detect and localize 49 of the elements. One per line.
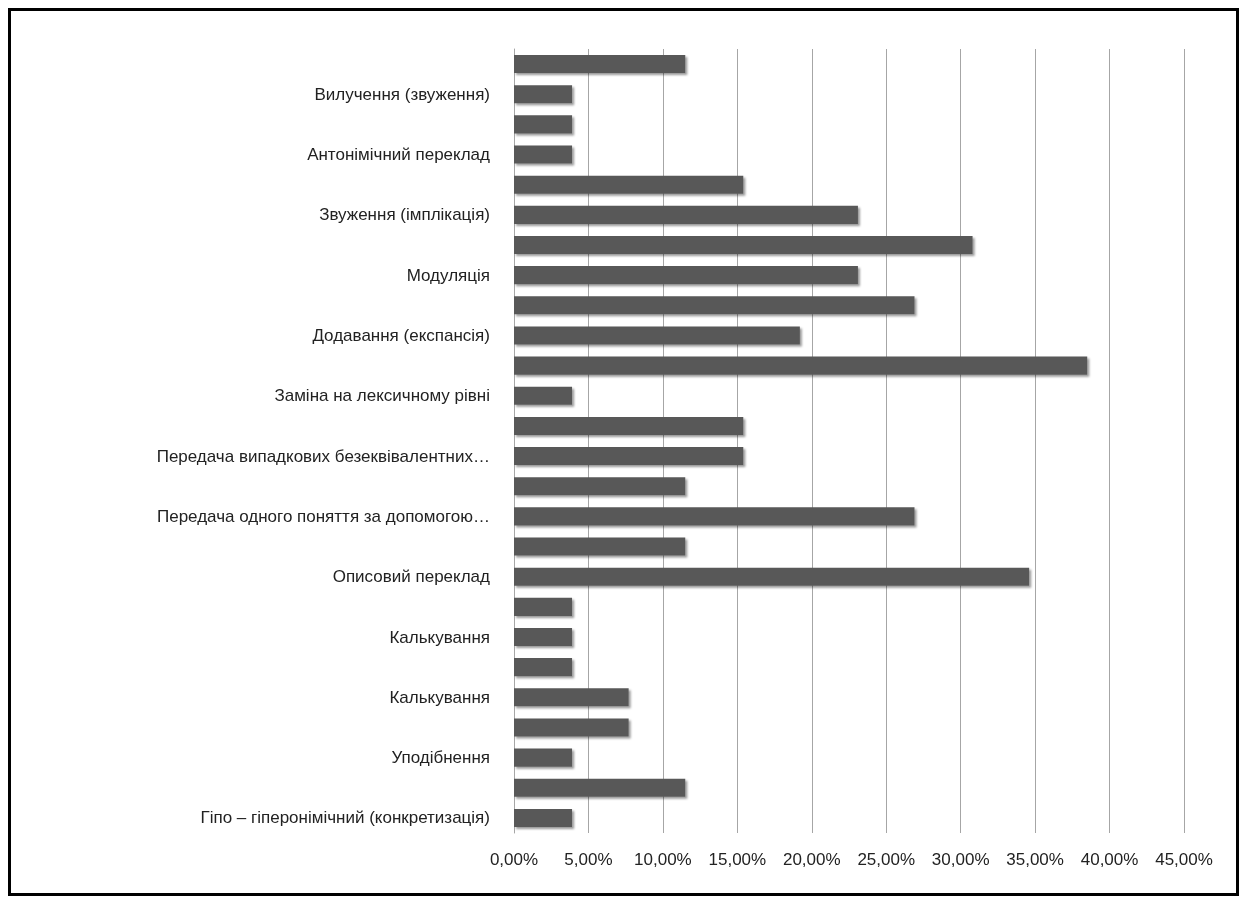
y-tick-label: Заміна на лексичному рівні	[274, 386, 490, 406]
bar	[514, 688, 629, 707]
bar	[514, 55, 686, 74]
x-tick-label: 5,00%	[564, 850, 613, 869]
y-tick-label: Описовий переклад	[332, 567, 491, 587]
y-tick-label: Передача одного поняття за допомогою…	[156, 506, 490, 526]
x-tick-label: 15,00%	[708, 850, 767, 869]
bar	[514, 85, 573, 104]
bar	[514, 145, 573, 164]
bar	[514, 266, 858, 285]
bar	[514, 356, 1088, 375]
bar	[514, 778, 686, 797]
y-tick-label: Звуження (імплікація)	[319, 205, 490, 225]
bar	[514, 748, 573, 767]
bar	[514, 718, 629, 737]
bar	[514, 235, 973, 255]
y-tick-label: Гіпо – гіперонімічний (конкретизація)	[200, 808, 490, 828]
x-tick-label: 40,00%	[1080, 850, 1139, 869]
bar	[514, 627, 573, 647]
y-tick-label: Уподібнення	[391, 748, 490, 768]
bar	[514, 658, 573, 677]
y-tick-label: Передача випадкових безеквівалентних…	[156, 446, 490, 466]
x-tick-label: 30,00%	[931, 850, 990, 869]
bar	[514, 447, 744, 466]
x-tick-label: 45,00%	[1155, 850, 1213, 869]
bar	[514, 326, 800, 345]
y-tick-label: Модуляція	[406, 265, 490, 285]
bar	[514, 205, 858, 224]
bar	[514, 175, 744, 194]
bar	[514, 507, 915, 526]
y-tick-label: Калькування	[389, 687, 490, 707]
bar	[514, 567, 1030, 586]
x-tick-label: 35,00%	[1006, 850, 1064, 869]
x-tick-label: 25,00%	[857, 850, 916, 869]
bar	[514, 537, 686, 556]
bar	[514, 115, 573, 134]
bar	[514, 597, 573, 616]
y-tick-label: Додавання (експансія)	[312, 325, 490, 345]
bar	[514, 416, 744, 435]
y-tick-label: Калькування	[389, 627, 490, 647]
bar	[514, 386, 573, 405]
bar	[514, 296, 915, 315]
y-tick-label: Вилучення (звуження)	[314, 84, 490, 104]
x-tick-label: 20,00%	[782, 850, 841, 869]
x-tick-label: 10,00%	[634, 850, 692, 869]
bar	[514, 477, 686, 496]
x-tick-label: 0,00%	[489, 850, 539, 869]
bar	[514, 808, 573, 827]
y-tick-label: Антонімічний переклад	[307, 145, 491, 165]
